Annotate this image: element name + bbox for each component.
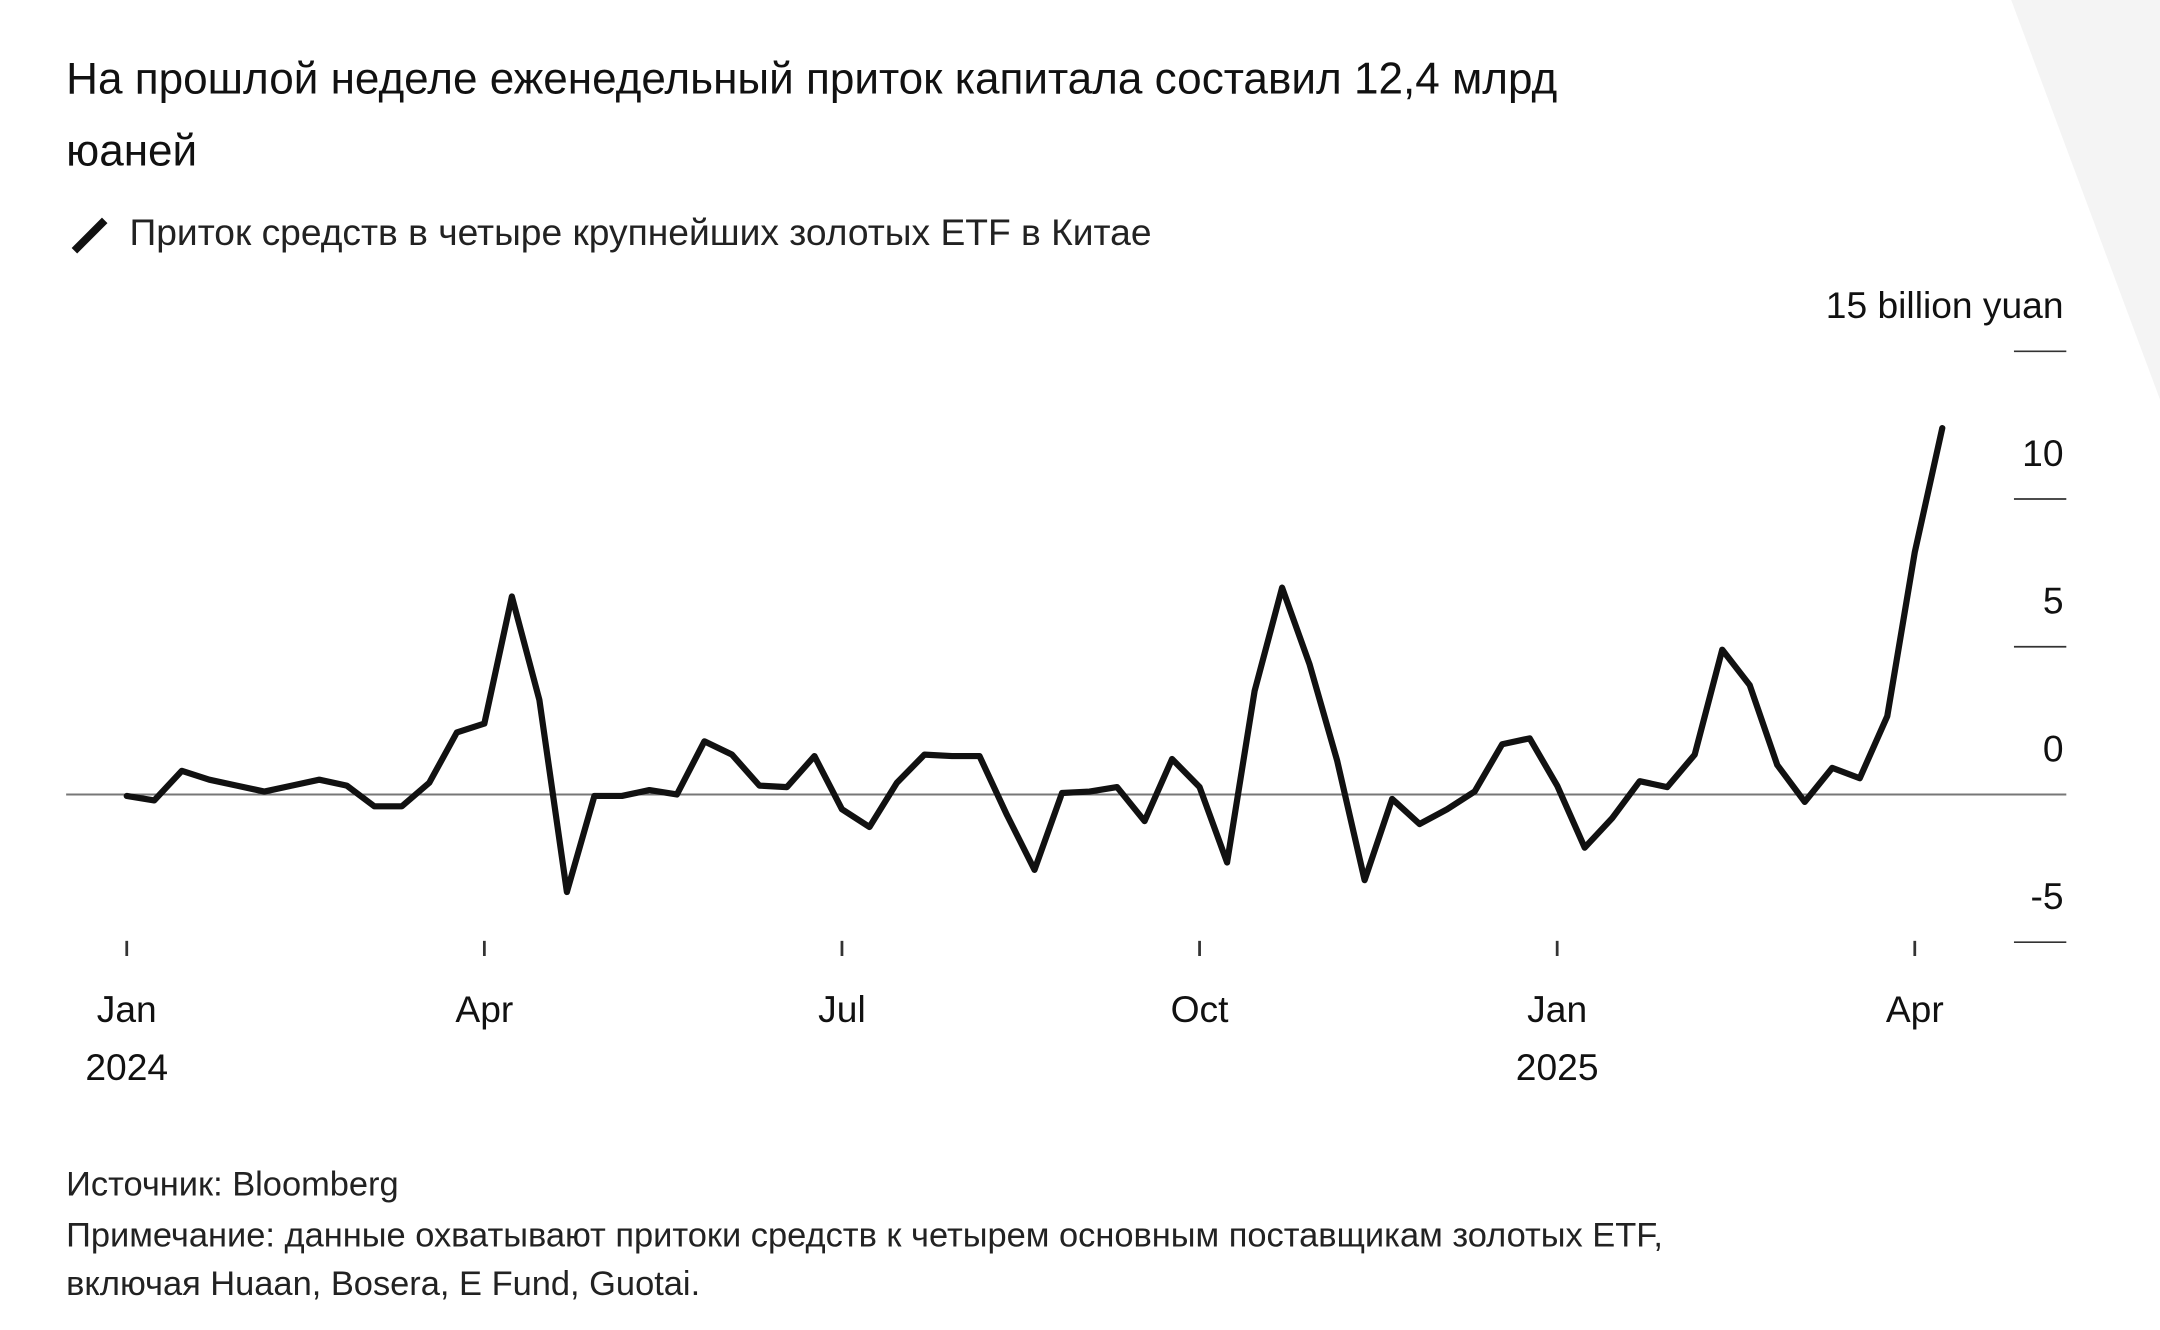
y-tick-label: 10	[2022, 432, 2063, 474]
note: включая Huaan, Bosera, E Fund, Guotai.	[66, 1265, 700, 1303]
x-tick-year: 2025	[1516, 1046, 1599, 1088]
background-shape	[881, 0, 2160, 400]
x-tick-label: Jul	[818, 988, 866, 1030]
chart-title: юаней	[66, 126, 197, 175]
x-tick-year: 2024	[85, 1046, 168, 1088]
chart-title: На прошлой неделе еженедельный приток ка…	[66, 55, 1557, 104]
chart-subtitle: Приток средств в четыре крупнейших золот…	[130, 211, 1152, 253]
y-tick-label: 5	[2043, 580, 2064, 622]
note: Примечание: данные охватывают притоки ср…	[66, 1217, 1663, 1255]
x-tick-label: Jan	[97, 988, 157, 1030]
y-tick-label: -5	[2030, 875, 2063, 917]
x-tick-label: Apr	[1886, 988, 1944, 1030]
source: Источник: Bloomberg	[66, 1166, 399, 1204]
y-tick-label: 15 billion yuan	[1826, 284, 2064, 326]
x-tick-label: Jan	[1527, 988, 1587, 1030]
x-tick-label: Apr	[455, 988, 513, 1030]
y-tick-label: 0	[2043, 727, 2064, 769]
line-icon	[71, 217, 108, 254]
data-line	[123, 424, 1946, 896]
x-tick-label: Oct	[1171, 988, 1230, 1030]
